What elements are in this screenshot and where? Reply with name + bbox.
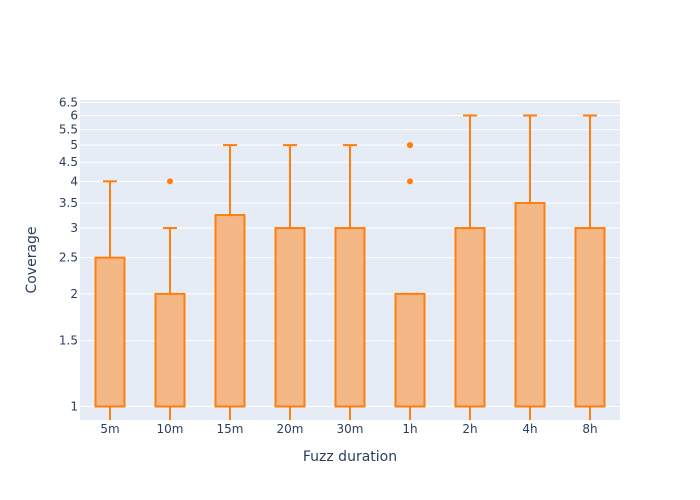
y-tick-label: 2.5 <box>59 251 78 265</box>
y-tick-label: 1.5 <box>59 334 78 348</box>
y-tick-label: 2 <box>70 287 78 301</box>
x-axis-ticks: 5m 10m 15m 20m 30m 1h 2h 4h 8h <box>100 422 597 436</box>
iqr-box <box>274 227 306 408</box>
x-tick-label: 10m <box>157 422 184 436</box>
y-axis-ticks: 1 1.5 2 2.5 3 3.5 4 4.5 55.566.5 <box>59 95 78 413</box>
boxes-layer <box>94 114 606 420</box>
x-axis-title: Fuzz duration <box>303 449 397 465</box>
iqr-box <box>394 292 426 408</box>
y-tick-label: 5 <box>70 138 78 152</box>
x-tick-label: 1h <box>402 422 417 436</box>
x-tick-label: 2h <box>462 422 477 436</box>
y-tick-label: 6.5 <box>59 95 78 109</box>
outlier-point <box>407 178 413 185</box>
y-tick-label: 6 <box>70 108 78 122</box>
iqr-box <box>454 227 486 408</box>
iqr-box <box>94 256 126 408</box>
x-tick-label: 20m <box>277 422 304 436</box>
box-8h <box>574 114 606 420</box>
iqr-box <box>574 227 606 408</box>
box-15m <box>214 144 246 420</box>
iqr-box <box>514 202 546 408</box>
x-tick-label: 8h <box>582 422 597 436</box>
box-30m <box>334 144 366 420</box>
box-4h <box>514 114 546 420</box>
x-tick-label: 15m <box>217 422 244 436</box>
y-tick-label: 3.5 <box>59 196 78 210</box>
y-tick-label: 5.5 <box>59 123 78 137</box>
y-axis-title: Coverage <box>24 226 40 293</box>
iqr-box <box>214 214 246 408</box>
y-tick-label: 3 <box>70 221 78 235</box>
iqr-box <box>154 292 186 408</box>
x-tick-label: 5m <box>100 422 119 436</box>
outlier-point <box>167 178 173 185</box>
y-tick-label: 1 <box>70 399 78 413</box>
outlier-point <box>407 142 413 149</box>
box-1h <box>394 142 426 420</box>
box-2h <box>454 114 486 420</box>
y-tick-label: 4 <box>70 174 78 188</box>
x-tick-label: 4h <box>522 422 537 436</box>
box-20m <box>274 144 306 420</box>
box-10m <box>154 178 186 420</box>
y-tick-label: 4.5 <box>59 155 78 169</box>
box-5m <box>94 180 126 420</box>
iqr-box <box>334 227 366 408</box>
x-tick-label: 30m <box>337 422 364 436</box>
